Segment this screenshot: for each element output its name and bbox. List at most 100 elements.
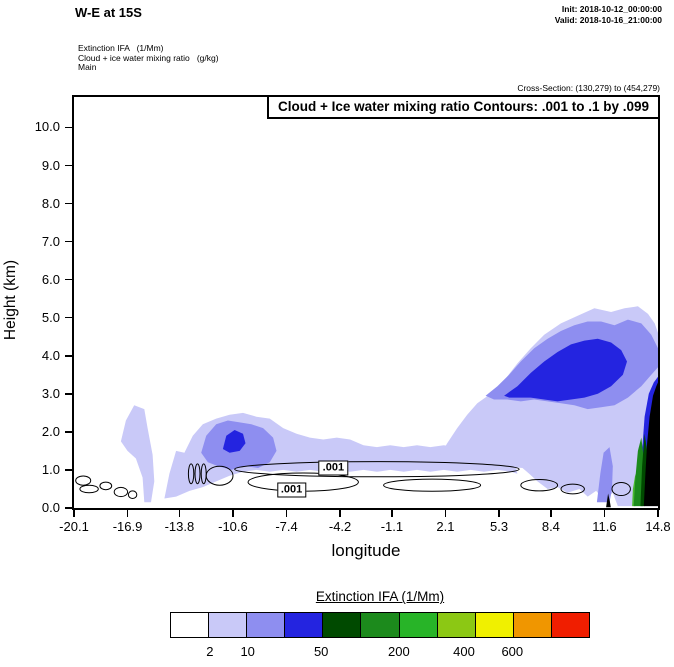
contour-line: [611, 482, 631, 496]
contour-plot-svg: [75, 306, 658, 508]
plot-area: Cloud + Ice water mixing ratio Contours:…: [72, 95, 660, 510]
colorbar-cell: [399, 613, 438, 637]
x-tick-label: -13.8: [164, 519, 195, 534]
y-tick-mark: [65, 278, 72, 281]
x-tick-mark: [232, 510, 234, 517]
x-tick-label: -10.6: [218, 519, 248, 534]
y-tick-label: 9.0: [41, 157, 60, 173]
colorbar-cell: [209, 613, 248, 637]
fill-region-black-terrain-right: [643, 382, 658, 507]
y-tick-mark: [65, 202, 72, 205]
y-tick-label: 2.0: [41, 423, 60, 439]
y-tick-label: 8.0: [41, 195, 60, 211]
x-axis-label: longitude: [331, 541, 401, 560]
y-tick-mark: [65, 164, 72, 167]
fill-region-darkblue-left-core: [222, 430, 246, 453]
contour-line: [383, 478, 482, 492]
contour-line: [75, 475, 92, 486]
x-tick-mark: [603, 510, 606, 517]
y-tick-label: 3.0: [41, 385, 60, 401]
colorbar-cell: [247, 613, 286, 637]
colorbar-tick-label: 50: [313, 644, 329, 659]
contour-line: [520, 479, 559, 492]
colorbar-cell: [437, 613, 476, 637]
x-tick-mark: [498, 510, 500, 517]
y-tick-mark: [65, 507, 72, 509]
y-tick-mark: [65, 355, 72, 357]
colorbar-cell: [475, 613, 514, 637]
y-tick-label: 6.0: [41, 271, 60, 287]
contour-line: [187, 463, 195, 485]
colorbar-labels: 2 10 50 200 400 600: [170, 644, 590, 660]
x-tick-mark: [126, 510, 129, 517]
contour-line: [194, 463, 201, 485]
x-tick-label: 8.4: [541, 519, 560, 534]
colorbar-cell: [171, 613, 210, 637]
fill-region-darkblue-right-core: [504, 338, 627, 402]
valid-time-label: Valid: 2018-10-16_21:00:00: [554, 14, 662, 25]
cross-section-label: Cross-Section: (130,279) to (454,279): [517, 83, 660, 93]
y-tick-label: 4.0: [41, 347, 60, 363]
y-tick-mark: [65, 469, 72, 471]
colorbar-title: Extinction IFA (1/Mm): [315, 589, 445, 604]
colorbar-cell: [551, 613, 590, 637]
plot-canvas: Cloud + Ice water mixing ratio Contours:…: [74, 95, 660, 508]
x-tick-mark: [285, 510, 288, 517]
y-tick-label: 1.0: [41, 461, 60, 477]
contour-title-box: Cloud + Ice water mixing ratio Contours:…: [267, 95, 660, 119]
x-tick-label: -16.9: [112, 519, 143, 534]
y-tick-mark: [65, 431, 72, 433]
x-tick-mark: [391, 510, 393, 517]
x-tick-label: -7.4: [275, 519, 298, 534]
fill-region-lavender-left-patch: [120, 405, 155, 503]
colorbar: [170, 612, 590, 638]
colorbar-tick-label: 200: [388, 644, 410, 659]
contour-line: [127, 490, 138, 500]
colorbar-cell: [323, 613, 362, 637]
y-tick-label: 0.0: [41, 500, 60, 515]
colorbar-cell: [361, 613, 400, 637]
x-tick-label: 14.8: [645, 519, 671, 534]
x-tick-mark: [339, 510, 341, 517]
y-tick-mark: [65, 316, 72, 319]
x-tick-mark: [178, 510, 181, 517]
field-list: Extinction IFA (1/Mm) Cloud + ice water …: [78, 43, 219, 73]
x-tick-label: 11.6: [592, 519, 617, 534]
colorbar-cell: [285, 613, 324, 637]
x-tick-mark: [444, 510, 447, 517]
colorbar-tick-label: 2: [206, 644, 214, 659]
contour-line: [560, 483, 585, 495]
fill-region-blue-right-low-sliver: [596, 447, 613, 503]
field-line-domain: Main: [78, 62, 97, 72]
contour-value-label: .001: [276, 482, 307, 498]
y-tick-label: 7.0: [41, 233, 60, 249]
x-tick-label: 5.3: [489, 519, 509, 534]
y-tick-label: 5.0: [41, 309, 60, 325]
contour-line: [113, 486, 129, 498]
colorbar-tick-label: 600: [501, 644, 524, 659]
colorbar-tick-label: 10: [240, 644, 255, 659]
x-tick-label: -4.2: [328, 519, 352, 534]
colorbar-tick-label: 400: [453, 644, 475, 659]
x-tick-label: -20.1: [59, 519, 89, 534]
x-tick-mark: [550, 510, 552, 517]
colorbar-cell: [513, 613, 552, 637]
fill-region-black-notch: [606, 493, 611, 508]
contour-line: [99, 481, 113, 491]
x-tick-label: -1.1: [380, 519, 404, 534]
contour-line: [79, 484, 99, 494]
x-tick-label: 2.1: [436, 519, 455, 534]
x-tick-mark: [73, 510, 75, 517]
x-tick-mark: [657, 510, 659, 517]
page-title: W-E at 15S: [75, 5, 142, 20]
init-time-label: Init: 2018-10-12_00:00:00: [561, 4, 662, 14]
y-tick-mark: [65, 240, 72, 243]
y-tick-mark: [65, 393, 72, 395]
contour-line: [205, 465, 234, 486]
run-times: Init: 2018-10-12_00:00:00 Valid: 2018-10…: [555, 4, 662, 25]
field-line-mixing-ratio: Cloud + ice water mixing ratio (g/kg): [78, 52, 219, 63]
contour-value-label: .001: [318, 460, 349, 476]
y-tick-label: 10.0: [34, 119, 60, 135]
y-tick-mark: [65, 126, 72, 129]
